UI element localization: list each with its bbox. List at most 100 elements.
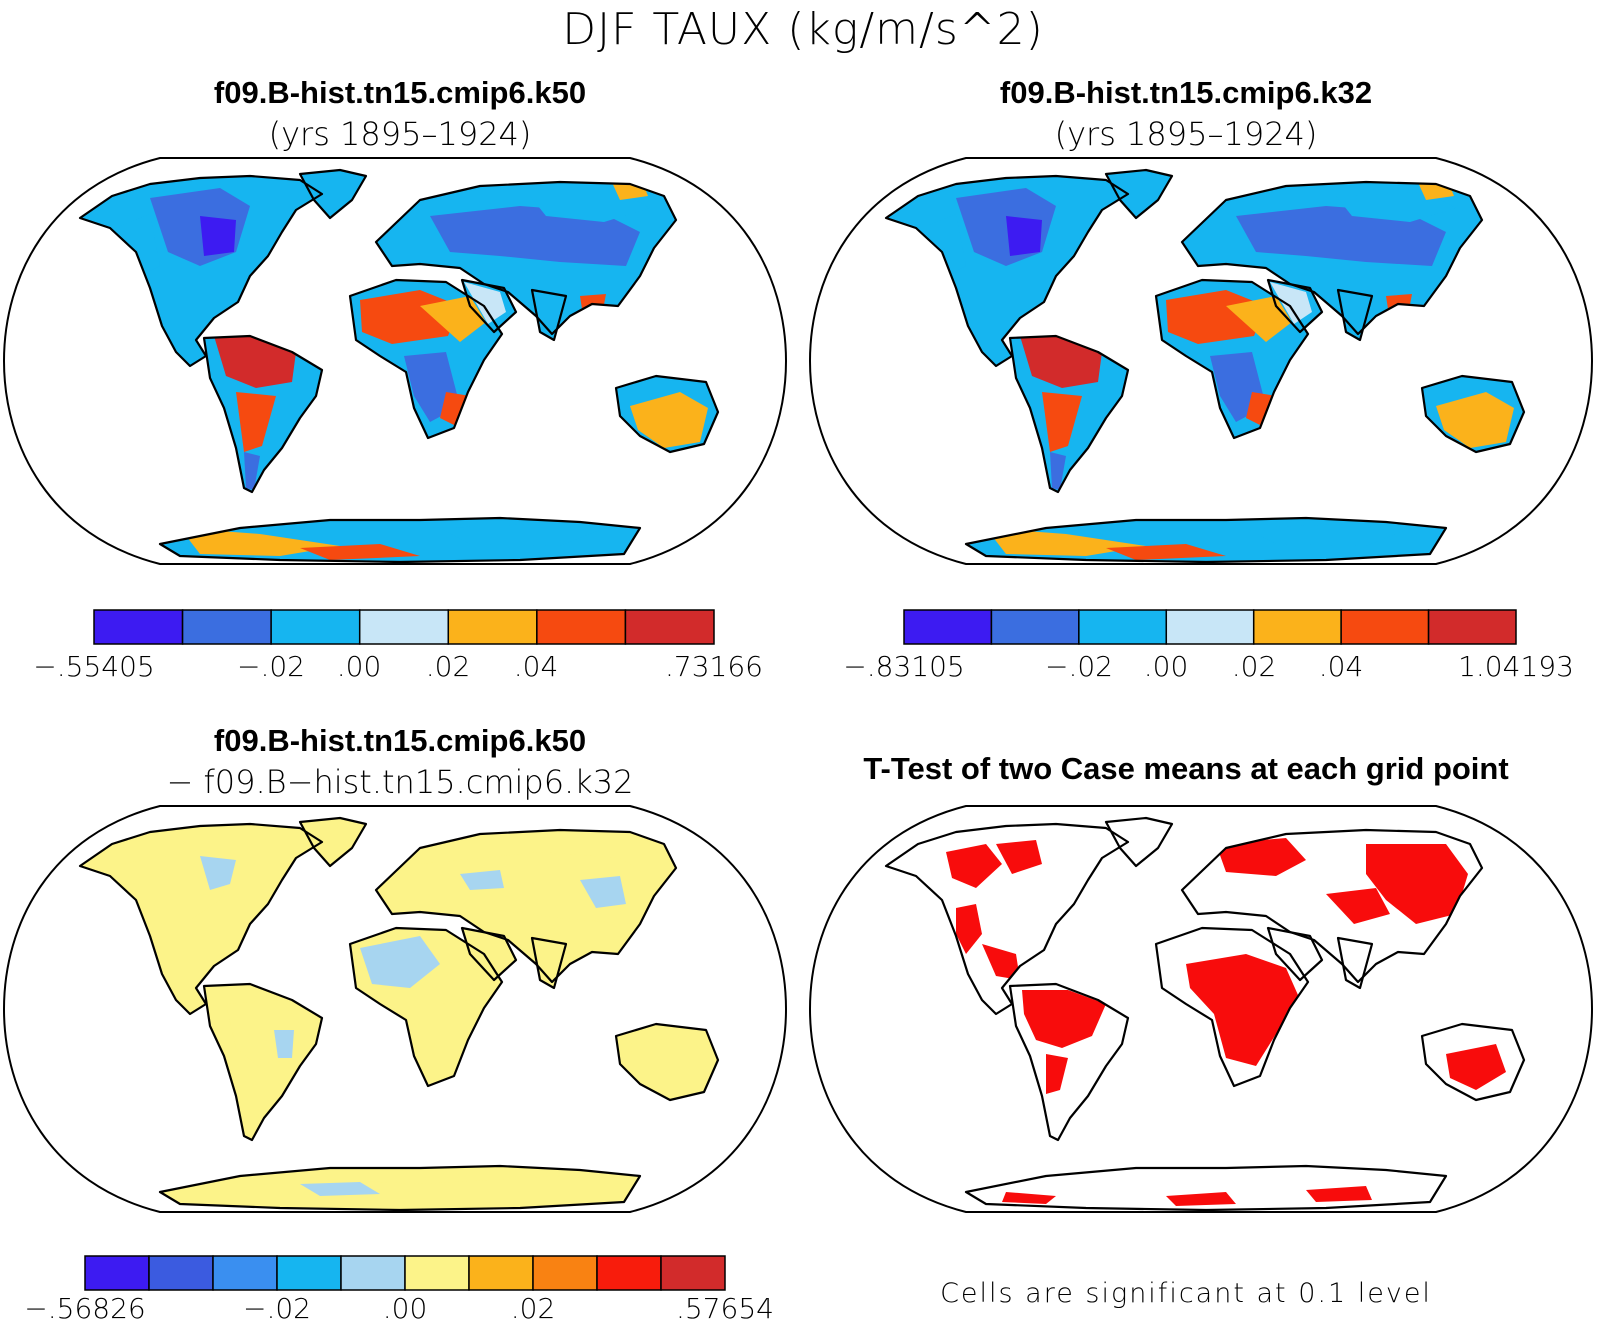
field-region [440,392,470,426]
field-region [1270,282,1312,324]
panel1-subtitle: (yrs 1895–1924) [268,115,532,153]
significant-cells [1366,844,1468,924]
colorbar-swatch [624,609,715,645]
coastlines [78,168,720,564]
cb-label: −.56826 [24,1292,146,1325]
field-region [1226,296,1292,342]
landmass-namerica [886,824,1128,1014]
field-region [244,452,260,490]
field-region [300,1182,380,1196]
colorbar-swatch [148,1255,214,1291]
colorbar-swatch [404,1255,470,1291]
panel3-subtitle: − f09.B−hist.tn15.cmip6.k32 [166,763,634,801]
colorbar-swatch [660,1255,726,1291]
panel3-colorbar [84,1255,726,1291]
panel4-title: T-Test of two Case means at each grid po… [863,751,1509,786]
panel3-title: f09.B-hist.tn15.cmip6.k50 [213,723,587,758]
significant-cells [956,904,982,954]
field-region [986,528,1146,556]
panel3-map [2,805,788,1213]
field-region [1236,206,1446,266]
field-region [926,214,966,276]
significant-cells [1022,990,1106,1048]
significant-cells [1186,954,1302,1066]
colorbar-swatch [1340,609,1430,645]
cb-label: .02 [1231,650,1277,683]
field-region [214,336,296,388]
figure-title: DJF TAUX (kg/m/s^2) [562,4,1044,55]
significant-cells [1046,1054,1068,1094]
cb-label: .73166 [665,650,763,683]
map-frame [2,157,788,565]
field-region [1106,544,1226,560]
coastlines [884,168,1526,564]
cb-label: −.02 [237,650,305,683]
landmass-india [532,938,566,988]
panel2-subtitle: (yrs 1895–1924) [1054,115,1318,153]
significance-note: Cells are significant at 0.1 level [940,1278,1432,1309]
field-region [1006,216,1042,256]
cb-label: .00 [336,650,382,683]
cb-label: −.02 [1045,650,1113,683]
significant-cells [1216,838,1306,876]
coastlines [884,816,1526,1212]
colorbar-swatch [1427,609,1517,645]
field-region [580,876,626,908]
colorbar-swatch [1252,609,1342,645]
cb-label: −.83105 [843,650,965,683]
significant-cells [1326,888,1390,924]
colorbar-swatch [276,1255,342,1291]
landmass-india [1338,938,1372,988]
cb-label: .02 [510,1292,556,1325]
field-region [1020,336,1102,388]
field-region [1436,392,1514,448]
significant-cells [996,840,1042,874]
colorbar-swatch [536,609,627,645]
field-region [360,936,440,988]
landmass-greenland [1106,818,1172,866]
colorbar-swatch [532,1255,598,1291]
colorbar-swatch [181,609,272,645]
landmass-india [532,290,566,340]
landmass-greenland [300,170,366,218]
field-region [200,216,236,256]
cb-label: .02 [425,650,471,683]
landmass-arabia [462,928,516,980]
landmass-greenland [1106,170,1172,218]
field-region [464,282,506,324]
colorbar-swatch [212,1255,278,1291]
field-region [180,1174,620,1206]
field-region [274,1030,294,1058]
landmass-arabia [1268,928,1322,980]
colorbar-swatch [358,609,450,645]
colorbar-swatch [270,609,361,645]
map-frame [2,805,788,1213]
colorbar-swatch [93,609,184,645]
colorbar-swatch [596,1255,662,1291]
colorbar-swatch [1078,609,1168,645]
colorbar-swatch [990,609,1080,645]
field-region [200,856,236,890]
significant-cells [1166,1192,1236,1206]
field-region [1246,524,1406,546]
field-region [440,1000,476,1048]
panel2-map [808,157,1594,565]
field-region [180,528,340,556]
map-frame [808,157,1594,565]
panel3-colorbar-labels: −.56826 −.02 .00 .02 .57654 [24,1292,774,1326]
panel1-title: f09.B-hist.tn15.cmip6.k50 [213,75,587,110]
cb-label: .57654 [676,1292,774,1325]
significant-cells [982,944,1020,980]
cb-label: .00 [382,1292,428,1325]
colorbar-swatch [1165,609,1255,645]
panel2-colorbar [903,609,1517,645]
colorbar-swatch [468,1255,534,1291]
panel4-map [808,805,1594,1213]
significant-cells [946,844,1002,888]
panel1-colorbar [93,609,715,645]
panel2-title: f09.B-hist.tn15.cmip6.k32 [999,75,1373,110]
field-region [1246,392,1276,426]
colorbar-swatch [903,609,993,645]
significant-cells [1446,1044,1506,1090]
cb-label: 1.04193 [1458,650,1574,683]
